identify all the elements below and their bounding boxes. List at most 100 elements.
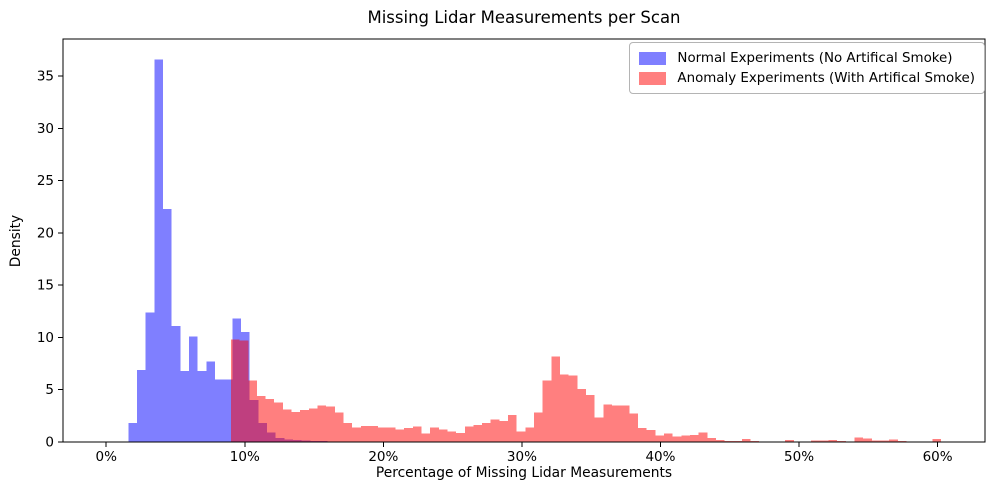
- histogram-bar: [308, 408, 318, 442]
- histogram-bar: [508, 414, 517, 442]
- histogram-bar: [404, 427, 413, 442]
- histogram-bar: [326, 406, 335, 442]
- histogram-bar: [189, 336, 198, 442]
- histogram-bar: [334, 412, 344, 442]
- y-tick-label: 0: [45, 435, 54, 451]
- histogram-bar: [378, 427, 387, 442]
- legend-item-anomaly: Anomaly Experiments (With Artifical Smok…: [639, 68, 975, 88]
- histogram-bar: [707, 437, 716, 442]
- histogram-bar: [473, 424, 483, 442]
- histogram-bar: [646, 429, 656, 442]
- histogram-bar: [516, 431, 526, 442]
- histogram-bar: [412, 426, 422, 442]
- histogram-bar: [655, 435, 664, 442]
- histogram-bar: [932, 438, 942, 442]
- y-tick-label: 15: [37, 278, 54, 294]
- chart-title: Missing Lidar Measurements per Scan: [367, 8, 681, 27]
- histogram-bar: [577, 389, 587, 442]
- histogram-bar: [256, 396, 266, 442]
- histogram-bar: [274, 402, 283, 442]
- histogram-bar: [551, 356, 561, 442]
- histogram-bar: [490, 419, 500, 442]
- histogram-bar: [880, 440, 890, 442]
- histogram-bar: [154, 59, 164, 442]
- histogram-bar: [395, 429, 405, 442]
- y-tick-label: 10: [37, 330, 54, 346]
- histogram-bar: [300, 410, 309, 442]
- y-tick-label: 30: [37, 121, 54, 137]
- histogram-bar: [586, 394, 595, 442]
- histogram-bar: [386, 427, 396, 442]
- histogram-bar: [464, 426, 474, 442]
- axes-frame: [62, 38, 986, 443]
- histogram-bar: [248, 380, 257, 442]
- histogram-bar: [239, 340, 249, 442]
- histogram-bar: [672, 436, 682, 442]
- x-tick-label: 10%: [230, 449, 260, 465]
- histogram-bar: [163, 208, 172, 442]
- x-tick-label: 50%: [784, 449, 814, 465]
- y-tick-label: 5: [45, 382, 54, 398]
- histogram-bar: [889, 439, 898, 442]
- histogram-bar: [137, 369, 146, 442]
- histogram-bar: [180, 370, 190, 442]
- histogram-bar: [482, 423, 491, 442]
- histogram-bar: [352, 427, 361, 442]
- histogram-bar: [871, 440, 881, 442]
- histogram-bar: [698, 432, 708, 442]
- histogram-bar: [456, 433, 465, 442]
- histogram-bar: [360, 425, 370, 442]
- histogram-bar: [897, 440, 907, 442]
- x-tick-label: 30%: [507, 449, 537, 465]
- histogram-bar: [594, 417, 604, 442]
- histogram-bar: [837, 440, 846, 442]
- histogram-bar: [282, 409, 292, 442]
- histogram-bar: [811, 440, 820, 442]
- x-tick-label: 0%: [96, 449, 118, 465]
- histogram-bar: [828, 439, 838, 442]
- histogram-bar: [689, 435, 699, 442]
- legend: Normal Experiments (No Artifical Smoke) …: [629, 42, 985, 94]
- histogram-bar: [197, 370, 207, 442]
- histogram-bar: [430, 427, 439, 442]
- x-tick-label: 40%: [645, 449, 675, 465]
- histogram-bar: [215, 379, 224, 442]
- y-axis-ticks: 0 5 10 15 20 25 30 35: [37, 69, 63, 451]
- histogram-bar: [568, 375, 578, 442]
- histogram-bar: [447, 431, 457, 442]
- y-axis-label: Density: [8, 214, 24, 268]
- normal-series-bars: [128, 59, 328, 442]
- histogram-bar: [128, 423, 138, 442]
- histogram-bar: [206, 361, 215, 442]
- histogram-bar: [715, 439, 725, 442]
- histogram-bar: [542, 380, 552, 442]
- x-tick-label: 60%: [923, 449, 953, 465]
- histogram-bar: [629, 413, 638, 442]
- y-tick-label: 25: [37, 173, 54, 189]
- anomaly-series-bars: [230, 339, 942, 442]
- histogram-bar: [317, 405, 327, 442]
- legend-swatch-anomaly: [639, 71, 667, 85]
- histogram-bar: [603, 404, 612, 442]
- legend-item-normal: Normal Experiments (No Artifical Smoke): [639, 48, 975, 68]
- histogram-bar: [741, 438, 751, 442]
- histogram-bar: [724, 440, 734, 442]
- x-axis-ticks: 0% 10% 20% 30% 40% 50% 60%: [96, 442, 953, 465]
- histogram-bar: [145, 312, 155, 442]
- histogram-bar: [438, 429, 448, 442]
- legend-label-anomaly: Anomaly Experiments (With Artifical Smok…: [677, 70, 975, 86]
- legend-swatch-normal: [639, 51, 667, 65]
- histogram-bar: [733, 440, 742, 442]
- histogram-bar: [343, 423, 353, 442]
- histogram-bar: [611, 405, 621, 442]
- histogram-bar: [819, 440, 829, 442]
- histogram-bar: [230, 339, 240, 442]
- histogram-bar: [534, 412, 543, 442]
- histogram-bar: [223, 379, 233, 442]
- histogram-bar: [171, 325, 181, 442]
- histogram-bar: [681, 435, 690, 442]
- histogram-bar: [785, 439, 794, 442]
- histogram-bar: [637, 427, 647, 442]
